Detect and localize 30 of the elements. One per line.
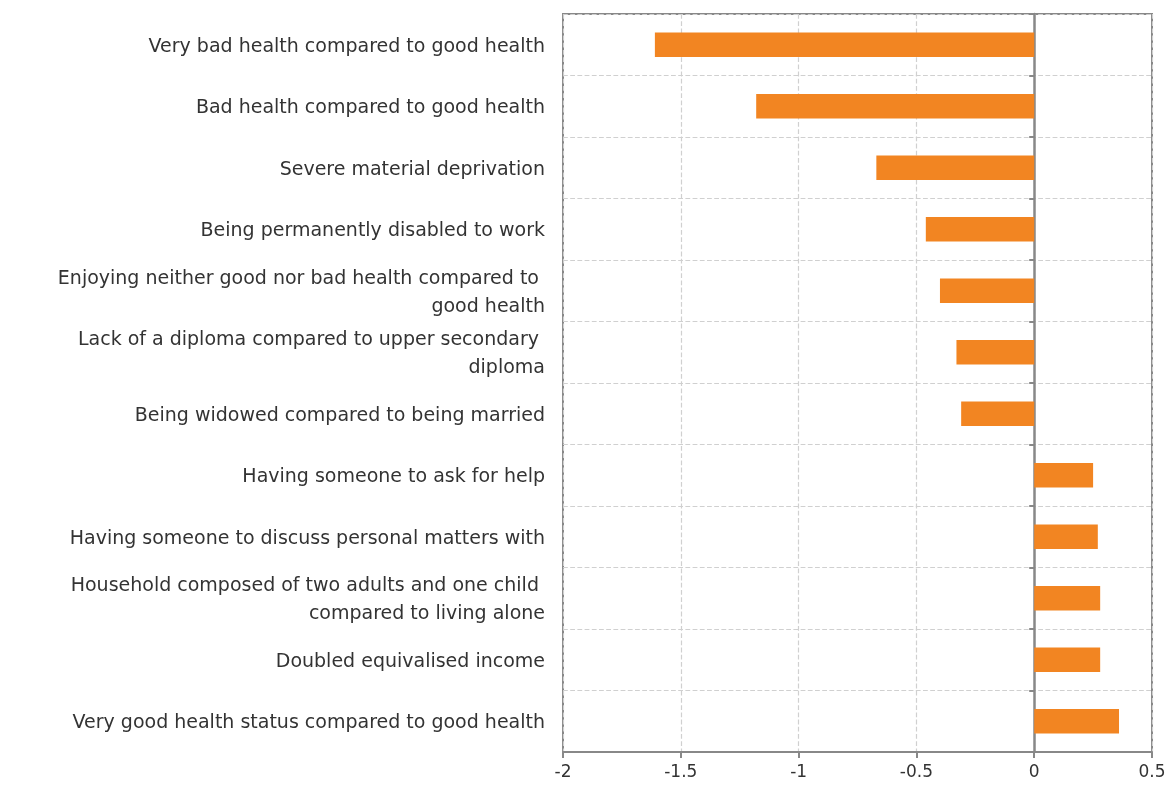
x-tick-label: -1 [790, 760, 808, 781]
bar [925, 216, 1035, 242]
bar [654, 32, 1035, 58]
y-tick-label: Severe material deprivation [279, 156, 545, 179]
bar [1034, 585, 1101, 611]
y-tick-label: Bad health compared to good health [195, 95, 545, 118]
x-tick-label: -2 [554, 760, 572, 781]
bar [961, 401, 1035, 427]
x-tick-label: -0.5 [899, 760, 933, 781]
y-tick-label: Household composed of two adults and one child compared to living alone [70, 573, 545, 624]
y-tick-label: Enjoying neither good nor bad health compared to good health [57, 265, 545, 316]
bar [756, 93, 1035, 119]
bar [1034, 524, 1098, 550]
y-tick-label: Very good health status compared to good health [72, 710, 545, 733]
bar [1034, 647, 1101, 673]
x-tick-label: -1.5 [664, 760, 698, 781]
bar [876, 155, 1035, 181]
bar [1034, 708, 1120, 734]
y-tick-label: Having someone to discuss personal matters with [69, 525, 545, 548]
y-tick-label: Very bad health compared to good health [148, 33, 545, 56]
y-tick-label: Having someone to ask for help [242, 464, 545, 487]
x-tick-label: 0 [1028, 760, 1040, 781]
bar [939, 278, 1035, 304]
y-tick-label: Being widowed compared to being married [134, 402, 545, 425]
y-tick-label: Being permanently disabled to work [200, 218, 545, 241]
x-tick-label: 0.5 [1138, 760, 1166, 781]
bar [956, 339, 1035, 365]
y-tick-label: Doubled equivalised income [275, 648, 545, 671]
bar [1034, 462, 1094, 488]
y-tick-label: Lack of a diploma compared to upper secondary diploma [77, 327, 545, 378]
